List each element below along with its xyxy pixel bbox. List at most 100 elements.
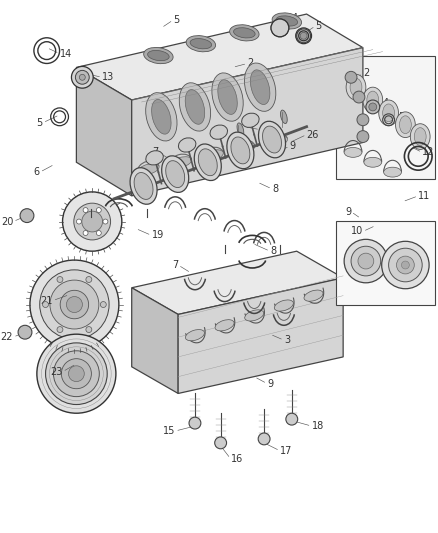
Polygon shape — [132, 251, 343, 314]
Ellipse shape — [179, 83, 211, 131]
Polygon shape — [132, 47, 363, 196]
Circle shape — [345, 71, 357, 83]
Text: 16: 16 — [230, 454, 243, 464]
Circle shape — [61, 359, 92, 389]
Ellipse shape — [344, 148, 362, 157]
Ellipse shape — [244, 63, 276, 111]
Text: 9: 9 — [290, 141, 296, 151]
Text: 5: 5 — [173, 15, 180, 25]
Circle shape — [30, 260, 119, 349]
Circle shape — [286, 413, 298, 425]
Text: 5: 5 — [315, 21, 322, 31]
Ellipse shape — [152, 100, 171, 134]
Text: 22: 22 — [0, 332, 13, 342]
Ellipse shape — [276, 16, 297, 26]
Ellipse shape — [364, 157, 381, 167]
Ellipse shape — [396, 112, 415, 138]
Circle shape — [68, 366, 84, 382]
Ellipse shape — [251, 70, 270, 104]
Ellipse shape — [190, 38, 212, 49]
Circle shape — [351, 246, 381, 276]
Ellipse shape — [212, 73, 243, 121]
Circle shape — [344, 239, 388, 283]
Ellipse shape — [242, 113, 259, 127]
Text: 14: 14 — [60, 49, 72, 59]
Text: 18: 18 — [311, 421, 324, 431]
Circle shape — [79, 74, 85, 80]
Ellipse shape — [350, 78, 362, 96]
Ellipse shape — [227, 132, 254, 169]
Circle shape — [74, 203, 110, 240]
Ellipse shape — [233, 28, 255, 38]
Polygon shape — [132, 288, 178, 393]
Ellipse shape — [144, 47, 173, 63]
Ellipse shape — [146, 93, 177, 141]
Ellipse shape — [86, 277, 92, 282]
Ellipse shape — [215, 320, 234, 331]
Ellipse shape — [57, 327, 63, 333]
Text: 11: 11 — [418, 191, 431, 201]
Ellipse shape — [42, 302, 49, 308]
Ellipse shape — [262, 126, 282, 153]
Circle shape — [40, 270, 109, 339]
Circle shape — [189, 417, 201, 429]
Circle shape — [389, 248, 422, 282]
Circle shape — [77, 219, 81, 224]
Circle shape — [103, 219, 108, 224]
Circle shape — [67, 296, 82, 312]
Ellipse shape — [304, 290, 323, 301]
Ellipse shape — [185, 329, 205, 341]
Ellipse shape — [100, 302, 106, 308]
Ellipse shape — [134, 173, 153, 199]
Text: 9: 9 — [345, 207, 351, 217]
Text: 17: 17 — [280, 446, 292, 456]
Ellipse shape — [202, 150, 223, 161]
Ellipse shape — [178, 138, 196, 152]
Bar — [336, 55, 435, 179]
Text: 23: 23 — [50, 367, 63, 377]
Ellipse shape — [146, 151, 163, 165]
Polygon shape — [178, 278, 343, 393]
Ellipse shape — [234, 143, 255, 154]
Circle shape — [381, 241, 429, 289]
Ellipse shape — [384, 167, 402, 177]
Ellipse shape — [186, 36, 215, 52]
Circle shape — [37, 334, 116, 413]
Ellipse shape — [231, 137, 250, 164]
Text: 8: 8 — [272, 184, 278, 194]
Ellipse shape — [266, 136, 287, 147]
Circle shape — [75, 70, 89, 84]
Circle shape — [83, 231, 88, 236]
Text: 8: 8 — [270, 246, 276, 256]
Text: 9: 9 — [267, 378, 273, 389]
Text: 21: 21 — [40, 296, 53, 305]
Ellipse shape — [258, 121, 286, 158]
Circle shape — [215, 437, 226, 449]
Ellipse shape — [170, 157, 192, 168]
Circle shape — [396, 256, 414, 274]
Text: 19: 19 — [152, 230, 164, 240]
Ellipse shape — [414, 128, 426, 146]
Ellipse shape — [363, 87, 383, 113]
Ellipse shape — [346, 74, 366, 100]
Ellipse shape — [274, 300, 293, 311]
Ellipse shape — [198, 149, 217, 176]
Text: 4: 4 — [383, 98, 389, 108]
Text: 12: 12 — [422, 148, 434, 157]
Ellipse shape — [166, 160, 185, 188]
Circle shape — [60, 290, 88, 319]
Text: 7: 7 — [152, 148, 159, 157]
Ellipse shape — [210, 125, 227, 139]
Text: 20: 20 — [1, 216, 13, 227]
Circle shape — [20, 209, 34, 223]
Text: 6: 6 — [34, 167, 40, 177]
Circle shape — [50, 280, 99, 329]
Text: 4: 4 — [292, 13, 298, 23]
Circle shape — [63, 192, 122, 251]
Ellipse shape — [410, 124, 430, 149]
Ellipse shape — [245, 310, 264, 321]
Text: 2: 2 — [247, 59, 254, 68]
Ellipse shape — [86, 327, 92, 333]
Ellipse shape — [379, 100, 399, 126]
Circle shape — [271, 19, 289, 37]
